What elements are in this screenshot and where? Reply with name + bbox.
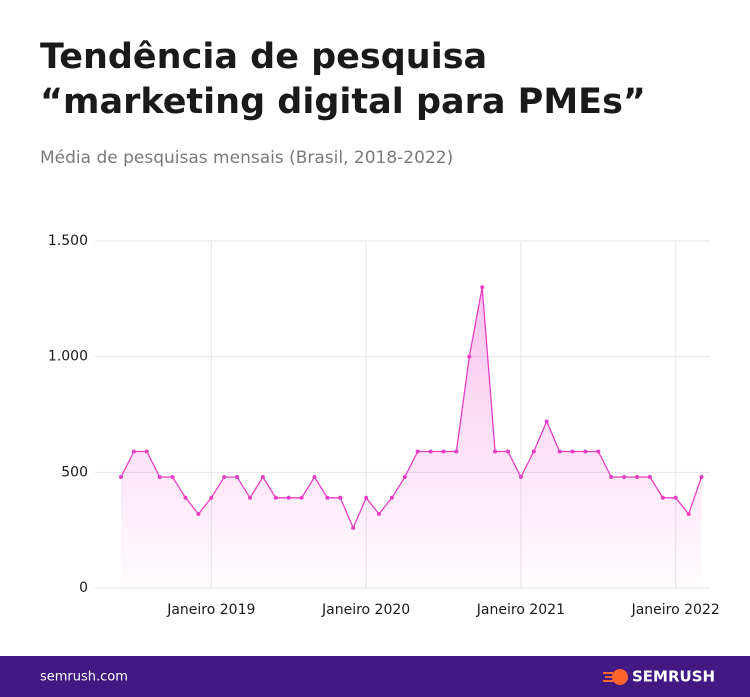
marker <box>131 449 136 454</box>
marker <box>686 511 691 516</box>
marker <box>286 495 291 500</box>
marker <box>170 474 175 479</box>
brand-logo-icon <box>603 669 628 685</box>
marker <box>544 419 549 424</box>
marker <box>635 474 639 479</box>
marker <box>480 285 485 290</box>
marker <box>673 495 678 500</box>
marker <box>209 495 214 500</box>
marker <box>273 495 278 500</box>
x-tick-label: Janeiro 2022 <box>631 602 720 618</box>
marker <box>647 474 652 479</box>
marker <box>351 525 356 530</box>
marker <box>338 495 343 500</box>
marker <box>299 495 304 500</box>
marker <box>660 495 665 500</box>
y-tick-label: 1.000 <box>48 349 88 365</box>
marker <box>531 449 536 454</box>
marker <box>506 449 510 454</box>
marker <box>377 511 381 516</box>
y-tick-label: 1.500 <box>48 233 88 249</box>
x-tick-label: Janeiro 2020 <box>321 602 410 618</box>
marker <box>699 474 704 479</box>
marker <box>622 474 627 479</box>
marker <box>557 449 562 454</box>
line <box>120 287 703 530</box>
marker <box>402 474 407 479</box>
chart-title: Tendência de pesquisa <box>40 37 487 77</box>
marker <box>260 474 265 479</box>
marker <box>235 474 240 479</box>
marker <box>441 449 446 454</box>
y-tick-label: 0 <box>79 580 88 596</box>
marker <box>196 511 201 516</box>
marker <box>467 354 472 359</box>
marker <box>364 495 369 500</box>
chart-subtitle: Média de pesquisas mensais (Brasil, 2018… <box>40 148 453 168</box>
x-tick-label: Janeiro 2021 <box>476 602 565 618</box>
x-tick-label: Janeiro 2019 <box>166 602 255 618</box>
plot: 0 500 1.000 1.500 Janeiro 2019 Janeiro 2020 Ja… <box>48 233 720 618</box>
marker <box>415 449 420 454</box>
marker <box>596 449 601 454</box>
marker <box>157 474 162 479</box>
marker <box>248 495 252 500</box>
y-tick-label: 500 <box>61 464 88 480</box>
marker <box>389 495 394 500</box>
marker <box>570 449 575 454</box>
marker <box>312 474 317 479</box>
chart-title: “marketing digital para PMEs” <box>40 82 646 122</box>
marker <box>119 474 123 479</box>
marker <box>493 449 498 454</box>
marker <box>609 474 614 479</box>
footer-site: semrush.com <box>40 670 128 685</box>
area <box>121 287 702 588</box>
footer-brand: SEMRUSH <box>632 668 715 686</box>
marker <box>428 449 433 454</box>
marker <box>325 495 330 500</box>
marker <box>183 495 188 500</box>
marker <box>518 474 523 479</box>
marker <box>144 449 149 454</box>
marker <box>454 449 459 454</box>
marker <box>222 474 227 479</box>
marker <box>583 449 588 454</box>
